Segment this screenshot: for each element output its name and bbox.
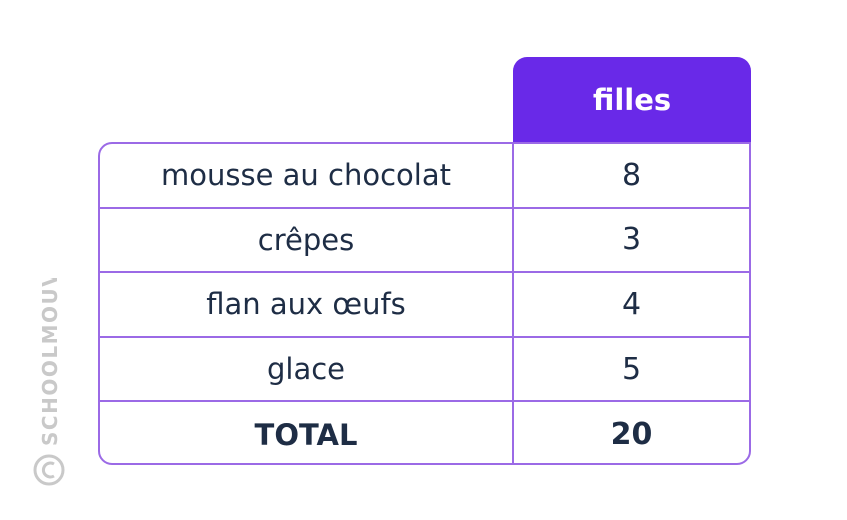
schoolmouv-watermark: SCHOOLMOUV	[33, 278, 65, 486]
total-row: TOTAL 20	[100, 402, 749, 463]
watermark-text: SCHOOLMOUV	[38, 278, 62, 446]
table-row: glace 5	[100, 337, 749, 403]
total-value: 20	[610, 417, 653, 453]
row-value: 3	[621, 222, 642, 258]
total-label: TOTAL	[100, 402, 514, 463]
data-table: mousse au chocolat 8 crêpes 3 flan aux œ…	[98, 142, 751, 465]
column-header-filles: filles	[513, 57, 751, 143]
table-row: mousse au chocolat 8	[100, 144, 749, 209]
copyright-icon	[33, 454, 65, 486]
row-value: 5	[621, 351, 642, 387]
row-value: 4	[621, 286, 642, 322]
row-label: crêpes	[100, 208, 514, 272]
table-row: flan aux œufs 4	[100, 273, 749, 338]
row-value: 8	[621, 157, 642, 193]
row-label: mousse au chocolat	[100, 144, 514, 207]
row-label: flan aux œufs	[100, 273, 514, 336]
row-label: glace	[100, 337, 514, 401]
table-row: crêpes 3	[100, 208, 749, 274]
